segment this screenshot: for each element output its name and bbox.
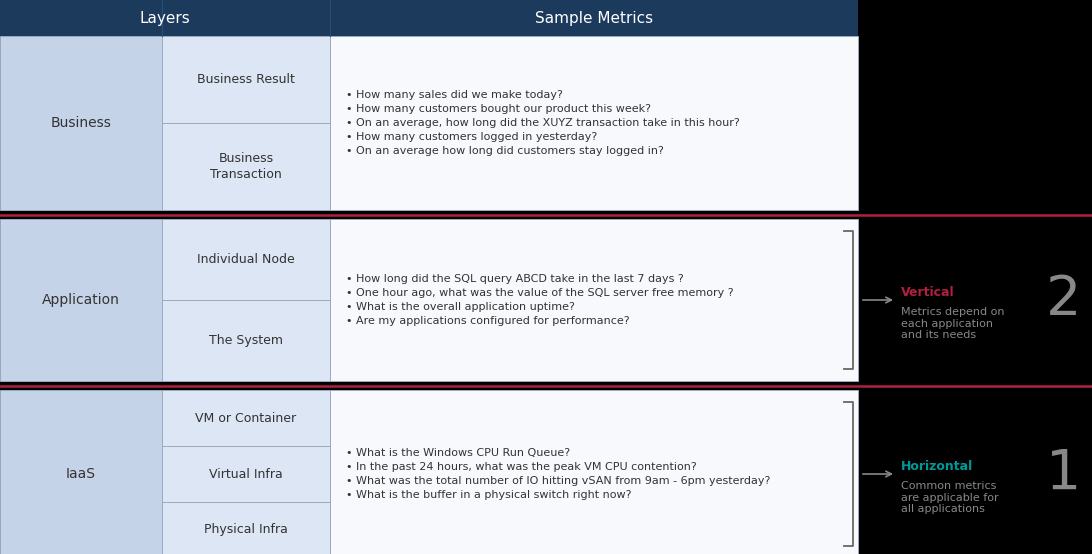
Text: Virtual Infra: Virtual Infra <box>210 468 283 480</box>
Text: Physical Infra: Physical Infra <box>204 524 288 536</box>
Text: • On an average how long did customers stay logged in?: • On an average how long did customers s… <box>346 146 664 156</box>
Text: • How many customers logged in yesterday?: • How many customers logged in yesterday… <box>346 132 597 142</box>
Bar <box>330 390 858 554</box>
Text: • What is the overall application uptime?: • What is the overall application uptime… <box>346 302 574 312</box>
Text: Metrics depend on
each application
and its needs: Metrics depend on each application and i… <box>901 307 1005 340</box>
Text: • How many customers bought our product this week?: • How many customers bought our product … <box>346 104 651 114</box>
Bar <box>162 390 330 446</box>
Text: 2: 2 <box>1046 273 1082 327</box>
Text: The System: The System <box>209 334 283 347</box>
Text: • How many sales did we make today?: • How many sales did we make today? <box>346 90 562 100</box>
Text: • On an average, how long did the XUYZ transaction take in this hour?: • On an average, how long did the XUYZ t… <box>346 118 739 128</box>
Text: Individual Node: Individual Node <box>198 253 295 266</box>
Bar <box>330 36 858 210</box>
Text: • Are my applications configured for performance?: • Are my applications configured for per… <box>346 316 630 326</box>
Text: • What is the Windows CPU Run Queue?: • What is the Windows CPU Run Queue? <box>346 448 570 458</box>
Bar <box>162 446 330 502</box>
Text: Layers: Layers <box>140 11 190 25</box>
Text: • In the past 24 hours, what was the peak VM CPU contention?: • In the past 24 hours, what was the pea… <box>346 462 697 472</box>
Text: Business: Business <box>50 116 111 130</box>
Text: Sample Metrics: Sample Metrics <box>535 11 653 25</box>
Bar <box>162 300 330 381</box>
Text: Vertical: Vertical <box>901 285 954 299</box>
Text: • One hour ago, what was the value of the SQL server free memory ?: • One hour ago, what was the value of th… <box>346 288 734 298</box>
Text: VM or Container: VM or Container <box>195 412 297 424</box>
Text: Business
Transaction: Business Transaction <box>210 152 282 181</box>
Text: • How long did the SQL query ABCD take in the last 7 days ?: • How long did the SQL query ABCD take i… <box>346 274 684 284</box>
Bar <box>162 36 330 123</box>
Bar <box>162 123 330 210</box>
Text: • What is the buffer in a physical switch right now?: • What is the buffer in a physical switc… <box>346 490 631 500</box>
Bar <box>0 219 162 381</box>
Text: • What was the total number of IO hitting vSAN from 9am - 6pm yesterday?: • What was the total number of IO hittin… <box>346 476 770 486</box>
Bar <box>0 390 162 554</box>
Text: Business Result: Business Result <box>197 73 295 86</box>
Text: Horizontal: Horizontal <box>901 459 973 473</box>
Bar <box>330 219 858 381</box>
Bar <box>162 502 330 554</box>
Text: 1: 1 <box>1046 447 1081 501</box>
Text: IaaS: IaaS <box>66 467 96 481</box>
Text: Common metrics
are applicable for
all applications: Common metrics are applicable for all ap… <box>901 481 998 514</box>
Bar <box>0 36 162 210</box>
Text: Application: Application <box>43 293 120 307</box>
Bar <box>0 0 858 36</box>
Bar <box>162 219 330 300</box>
